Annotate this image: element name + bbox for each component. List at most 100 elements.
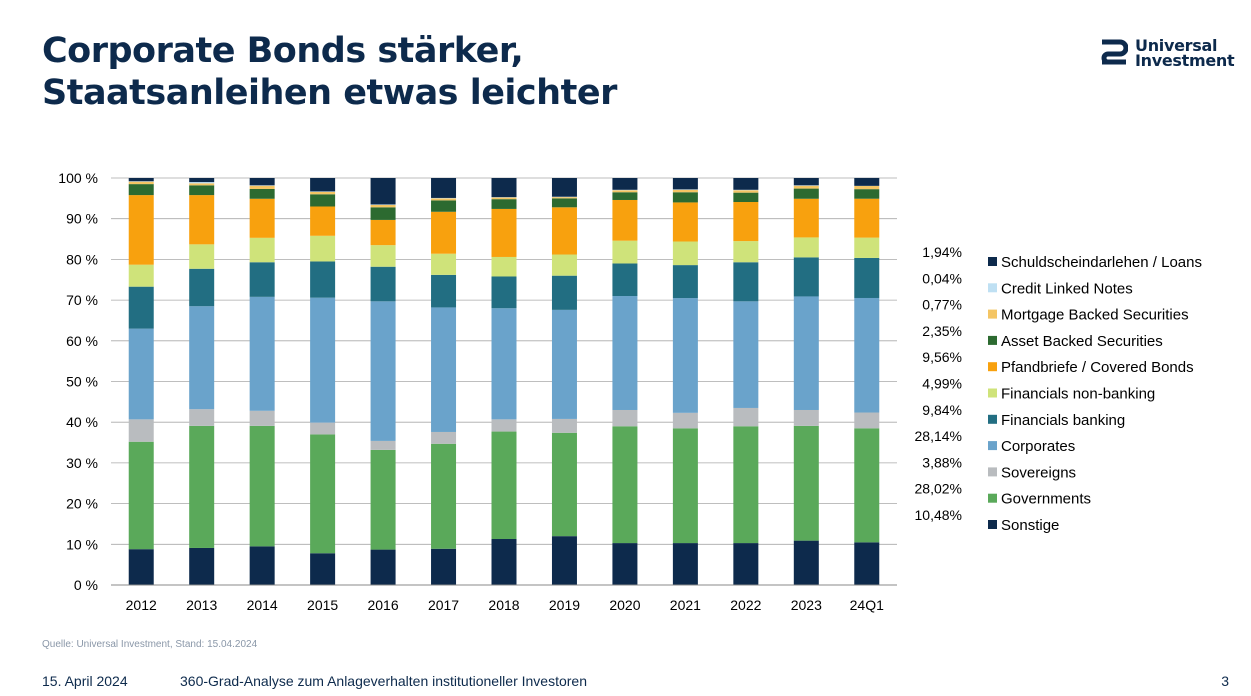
bar-segment	[793, 178, 819, 186]
page-number: 3	[1221, 673, 1229, 689]
bar-segment	[612, 426, 638, 544]
bar-segment	[370, 219, 396, 246]
bar-segment	[551, 275, 577, 310]
source-note: Quelle: Universal Investment, Stand: 15.…	[42, 639, 258, 650]
bar-segment	[189, 185, 215, 196]
bar-segment	[733, 426, 759, 544]
legend-value-label: 28,02%	[915, 481, 962, 497]
bar-segment	[854, 186, 880, 190]
bar-segment	[793, 409, 819, 426]
bar-segment	[310, 178, 336, 192]
x-tick-label: 2015	[307, 597, 338, 613]
legend-swatch	[988, 309, 997, 319]
bar-segment	[370, 178, 396, 205]
bar-segment	[128, 178, 154, 182]
bar-segment	[431, 431, 457, 444]
x-tick-label: 2016	[367, 597, 398, 613]
stacked-bar-chart: 0 % 10 % 20 % 30 % 40 % 50 % 60 % 70 % 80 % 90 % 1…	[58, 170, 1202, 613]
bar-segment	[854, 412, 880, 429]
bar-segment	[310, 434, 336, 554]
bar-segment	[189, 244, 215, 269]
y-tick-label: 70 %	[66, 292, 98, 308]
bar-segment	[249, 237, 275, 263]
bar-segment	[189, 268, 215, 307]
bar-segment	[128, 195, 154, 265]
logo-line-1: Universal	[1135, 36, 1218, 55]
legend-value-label: 1,94%	[922, 244, 962, 260]
page-title-line-1: Corporate Bonds stärker,	[42, 31, 524, 71]
bar-segment	[733, 192, 759, 203]
bar-segment	[431, 178, 457, 198]
bar-segment	[128, 441, 154, 550]
logo-wordmark: Universal Investment	[1135, 36, 1235, 69]
bar-segment	[793, 540, 819, 585]
bar-segment	[491, 256, 517, 277]
bar-segment	[672, 192, 698, 203]
bar-segment	[854, 198, 880, 238]
bar-segment	[733, 241, 759, 263]
bar-segment	[733, 262, 759, 302]
bar-segment	[793, 185, 819, 189]
bar-segment	[793, 425, 819, 541]
legend-swatch	[988, 441, 997, 451]
bar-segment	[733, 178, 759, 190]
bar-segment	[793, 296, 819, 410]
bar-segment	[189, 306, 215, 410]
bar-segment	[310, 235, 336, 262]
legend-series-name: Sovereigns	[1001, 464, 1076, 481]
bar-segment	[249, 425, 275, 547]
bar-segment	[551, 178, 577, 197]
legend-swatch	[988, 493, 997, 503]
legend-series-name: Financials non-banking	[1001, 386, 1155, 403]
bar-segment	[612, 263, 638, 297]
bar-segment	[431, 307, 457, 432]
bar-segment	[370, 245, 396, 267]
bar-segment	[854, 542, 880, 585]
x-tick-label: 2012	[126, 597, 157, 613]
bar-segment	[128, 181, 154, 185]
legend-value-label: 9,56%	[922, 349, 962, 365]
y-tick-label: 30 %	[66, 455, 98, 471]
bar-segment	[612, 296, 638, 410]
bar-segment	[491, 197, 517, 200]
legend-swatch	[988, 414, 997, 424]
legend-value-label: 2,35%	[922, 323, 962, 339]
bar-segment	[310, 206, 336, 236]
legend-series-name: Financials banking	[1001, 412, 1125, 429]
x-tick-label: 2019	[549, 597, 580, 613]
bar-segment	[128, 264, 154, 287]
x-tick-label: 2022	[730, 597, 761, 613]
x-tick-label: 2017	[428, 597, 459, 613]
bar-segment	[128, 549, 154, 585]
bar-segment	[431, 443, 457, 549]
bar-segment	[491, 419, 517, 432]
legend-series-name: Governments	[1001, 491, 1091, 508]
bar-segment	[733, 407, 759, 427]
bar-segment	[672, 298, 698, 413]
legend-swatch	[988, 283, 997, 293]
bar-segment	[128, 328, 154, 420]
legend-value-label: 10,48%	[915, 507, 962, 523]
bar-segment	[370, 549, 396, 585]
bar-segment	[672, 543, 698, 585]
bar-segment	[551, 432, 577, 537]
bar-segment	[249, 296, 275, 411]
legend-series-name: Credit Linked Notes	[1001, 280, 1133, 297]
bar-segment	[370, 440, 396, 450]
bar-segment	[854, 237, 880, 258]
bar-segment	[431, 253, 457, 275]
x-tick-label: 24Q1	[850, 597, 884, 613]
bar-segment	[249, 410, 275, 426]
legend-swatch	[988, 335, 997, 345]
bar-segment	[431, 200, 457, 212]
bar-segment	[249, 546, 275, 585]
legend-series-name: Mortgage Backed Securities	[1001, 307, 1189, 324]
legend-value-label: 0,04%	[922, 270, 962, 286]
x-tick-label: 2021	[670, 597, 701, 613]
chart-axes: 0 % 10 % 20 % 30 % 40 % 50 % 60 % 70 % 80 % 90 % 1…	[58, 170, 897, 613]
bar-segment	[310, 261, 336, 298]
bar-segment	[612, 543, 638, 585]
y-tick-label: 0 %	[74, 577, 98, 593]
bar-segment	[672, 189, 698, 193]
bar-segment	[128, 184, 154, 196]
